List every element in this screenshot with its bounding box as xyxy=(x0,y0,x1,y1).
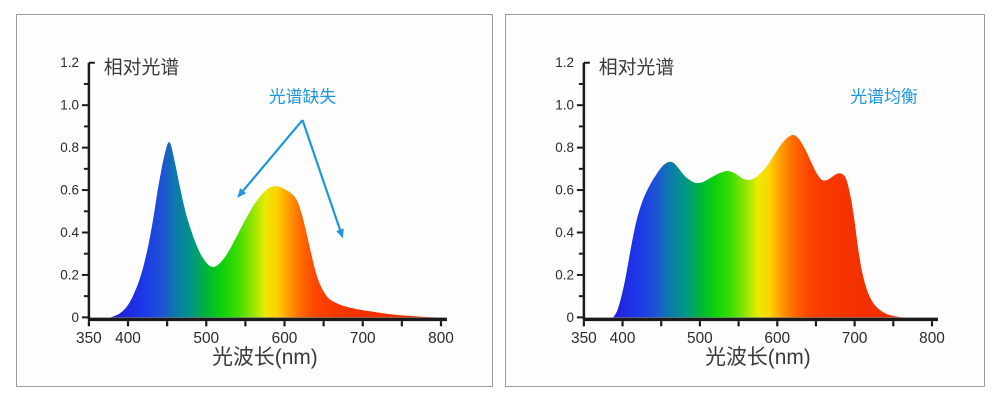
spectrum-area-curve xyxy=(110,142,438,318)
axes-layer: 350 400 500 600 700 800 0 0.2 0.4 0.6 0.8 1.0 1.2 xyxy=(60,55,454,347)
annotation-label-balanced: 光谱均衡 xyxy=(850,88,918,107)
annotation-arrow xyxy=(301,119,344,239)
x-axis-label: 光波长(nm) xyxy=(212,346,318,369)
y-tick-label: 0.6 xyxy=(60,183,79,198)
y-tick-label: 1.0 xyxy=(60,98,79,113)
y-tick-label: 0 xyxy=(71,310,78,325)
chart-title: 相对光谱 xyxy=(104,57,180,79)
x-tick-label: 400 xyxy=(610,330,636,347)
y-tick-label: 0.8 xyxy=(555,140,574,155)
chart-panel-left: 350 400 500 600 700 800 0 0.2 0.4 0.6 0.8 1.0 1.2 相对… xyxy=(16,14,493,387)
axes-layer: 350 400 500 600 700 800 0 0.2 0.4 0.6 0.8 1.0 1.2 xyxy=(555,55,945,347)
annotation-label-missing: 光谱缺失 xyxy=(269,88,337,107)
spectrum-curve-layer xyxy=(110,142,438,318)
x-tick-label: 600 xyxy=(272,330,298,347)
annotation-arrow xyxy=(237,119,304,198)
y-tick-label: 1.2 xyxy=(60,55,79,70)
x-tick-label: 700 xyxy=(842,330,868,347)
x-tick-label: 800 xyxy=(428,330,454,347)
spectrum-chart-balanced: 350 400 500 600 700 800 0 0.2 0.4 0.6 0.8 1.0 1.2 相对… xyxy=(555,55,945,369)
x-tick-label: 350 xyxy=(76,330,102,347)
y-tick-label: 1.2 xyxy=(555,55,574,70)
y-tick-label: 0.8 xyxy=(60,140,79,155)
x-tick-label: 350 xyxy=(571,330,597,347)
annotation-layer: 光谱均衡 xyxy=(850,88,918,107)
x-tick-label: 500 xyxy=(687,330,713,347)
spectrum-chart-missing: 350 400 500 600 700 800 0 0.2 0.4 0.6 0.8 1.0 1.2 相对… xyxy=(60,55,454,369)
x-tick-label: 600 xyxy=(764,330,790,347)
annotation-layer: 光谱缺失 xyxy=(237,88,344,239)
y-tick-label: 0.4 xyxy=(60,225,79,240)
x-tick-label: 800 xyxy=(919,330,945,347)
y-tick-label: 0 xyxy=(566,310,573,325)
x-tick-label: 400 xyxy=(115,330,141,347)
x-axis-label: 光波长(nm) xyxy=(705,346,811,369)
chart-title: 相对光谱 xyxy=(599,57,675,79)
chart-panel-right: 350 400 500 600 700 800 0 0.2 0.4 0.6 0.8 1.0 1.2 相对… xyxy=(505,14,985,387)
y-tick-label: 0.6 xyxy=(555,183,574,198)
y-tick-label: 1.0 xyxy=(555,98,574,113)
y-tick-label: 0.4 xyxy=(555,225,574,240)
y-tick-label: 0.2 xyxy=(555,267,574,282)
x-tick-label: 700 xyxy=(350,330,376,347)
spectrum-curve-layer xyxy=(613,135,905,318)
y-tick-label: 0.2 xyxy=(60,267,79,282)
spectrum-area-curve xyxy=(613,135,905,318)
x-tick-label: 500 xyxy=(193,330,219,347)
